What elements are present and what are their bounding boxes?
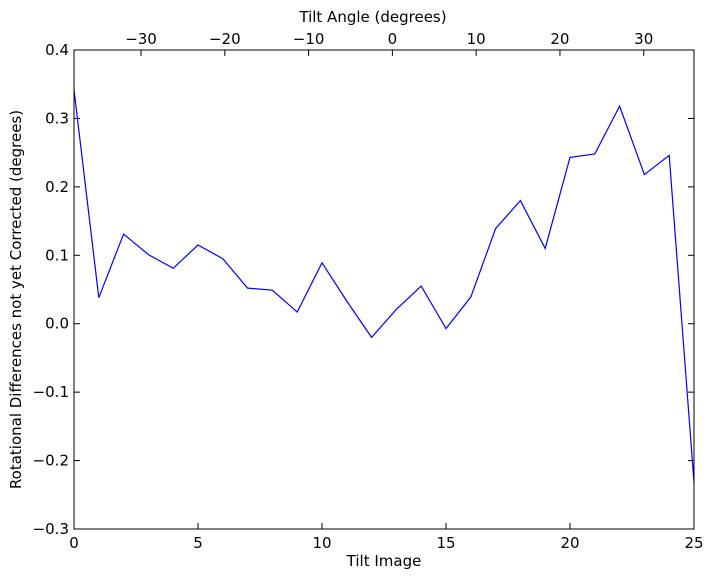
y-tick-label: −0.3 [33, 520, 69, 538]
x-tick-label: 10 [312, 534, 331, 552]
x-tick-label: 0 [69, 534, 79, 552]
top-axis-label: Tilt Angle (degrees) [298, 8, 446, 26]
x-tick-label: 15 [436, 534, 455, 552]
y-tick-label: 0.3 [45, 109, 69, 127]
x-tick-label: 5 [193, 534, 203, 552]
y-tick-label: −0.1 [33, 383, 69, 401]
top-tick-label: 0 [388, 30, 398, 48]
top-tick-label: 10 [467, 30, 486, 48]
plot-frame [73, 49, 695, 530]
y-tick-label: 0.2 [45, 178, 69, 196]
x-axis-ticks: 0 5 10 15 20 25 [69, 523, 704, 552]
y-tick-label: 0.1 [45, 246, 69, 264]
top-tick-label: 30 [634, 30, 653, 48]
y-tick-label: 0.0 [45, 315, 69, 333]
x-axis-label: Tilt Image [346, 552, 422, 570]
top-tick-label: −10 [293, 30, 325, 48]
top-tick-label: −20 [209, 30, 241, 48]
y-tick-label: −0.2 [33, 452, 69, 470]
y-tick-label: 0.4 [45, 41, 69, 59]
top-axis-ticks: −30 −20 −10 0 10 20 30 [125, 30, 653, 56]
x-tick-label: 25 [684, 534, 703, 552]
top-tick-label: −30 [125, 30, 157, 48]
x-tick-label: 20 [560, 534, 579, 552]
series-line [73, 89, 695, 483]
y-axis-label: Rotational Differences not yet Corrected… [7, 110, 25, 489]
top-tick-label: 20 [550, 30, 569, 48]
y-axis-ticks: −0.3 −0.2 −0.1 0.0 0.1 0.2 0.3 0.4 [33, 41, 694, 538]
